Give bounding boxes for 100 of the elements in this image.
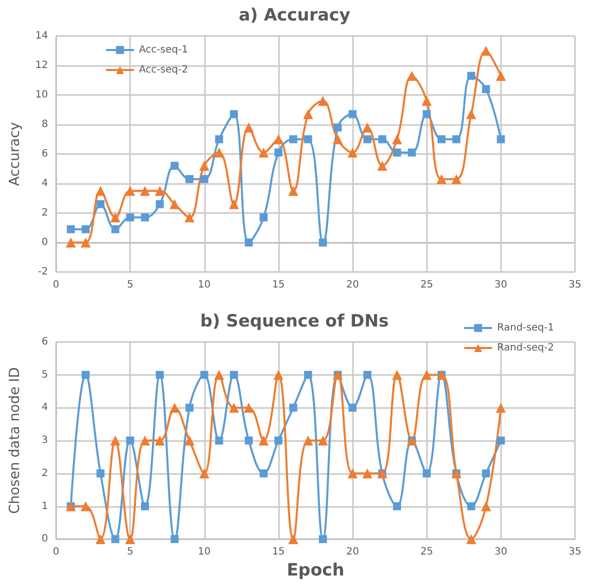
point bbox=[111, 535, 120, 544]
legend-label: Rand-seq-2 bbox=[497, 342, 554, 354]
point bbox=[496, 135, 505, 144]
point bbox=[392, 134, 402, 144]
point bbox=[66, 225, 75, 234]
point bbox=[95, 534, 106, 544]
point bbox=[274, 436, 282, 445]
point bbox=[228, 199, 239, 210]
chart-title: b) Sequence of DNs bbox=[200, 312, 389, 332]
point bbox=[318, 96, 328, 106]
point bbox=[303, 109, 314, 120]
point bbox=[199, 160, 210, 171]
y-tick-label: 4 bbox=[42, 402, 48, 414]
point bbox=[318, 238, 327, 246]
y-tick-label: 2 bbox=[42, 468, 48, 479]
point bbox=[96, 200, 104, 208]
point bbox=[199, 468, 210, 478]
point bbox=[244, 436, 253, 445]
point bbox=[244, 238, 253, 246]
point bbox=[140, 213, 149, 222]
x-tick-label: 25 bbox=[420, 280, 434, 290]
point bbox=[126, 213, 134, 222]
x-tick-label: 15 bbox=[272, 546, 285, 558]
point bbox=[362, 122, 372, 132]
point bbox=[140, 186, 150, 196]
y-tick-label: 0 bbox=[42, 534, 48, 545]
x-tick-label: 20 bbox=[346, 546, 359, 558]
point bbox=[482, 469, 490, 478]
point bbox=[140, 502, 149, 510]
y-tick-label: 1 bbox=[42, 500, 48, 512]
point bbox=[318, 535, 327, 544]
x-tick-label: 15 bbox=[272, 280, 285, 290]
point bbox=[156, 370, 164, 379]
point bbox=[304, 370, 312, 379]
point bbox=[260, 469, 268, 478]
point bbox=[318, 436, 328, 446]
point bbox=[482, 85, 490, 94]
x-tick-label: 10 bbox=[198, 280, 211, 290]
y-tick-label: 2 bbox=[42, 208, 48, 218]
point bbox=[258, 436, 269, 446]
point bbox=[184, 212, 194, 222]
point bbox=[378, 135, 386, 144]
x-axis-title: Epoch bbox=[286, 560, 344, 580]
point bbox=[422, 370, 432, 380]
point bbox=[466, 534, 476, 544]
point bbox=[273, 134, 284, 144]
x-tick-label: 0 bbox=[52, 280, 60, 290]
point bbox=[348, 468, 358, 478]
point bbox=[260, 213, 268, 222]
x-tick-label: 35 bbox=[568, 280, 582, 290]
point bbox=[466, 109, 476, 120]
y-tick-label: 12 bbox=[35, 60, 48, 71]
point bbox=[200, 370, 208, 379]
point bbox=[467, 502, 476, 510]
point bbox=[363, 135, 372, 144]
point bbox=[436, 174, 447, 184]
point bbox=[348, 148, 358, 158]
point bbox=[214, 370, 224, 380]
point bbox=[230, 370, 238, 379]
point bbox=[110, 436, 120, 446]
point bbox=[422, 469, 431, 478]
point bbox=[289, 404, 298, 412]
point bbox=[289, 135, 298, 144]
point bbox=[496, 436, 505, 445]
point bbox=[185, 175, 194, 184]
legend-label: Rand-seq-1 bbox=[497, 322, 554, 334]
point bbox=[170, 535, 179, 544]
point bbox=[451, 174, 462, 184]
point bbox=[467, 72, 476, 80]
point bbox=[422, 96, 432, 106]
y-tick-label: 10 bbox=[35, 90, 48, 100]
y-axis-title: Accuracy bbox=[7, 122, 23, 186]
point bbox=[154, 436, 165, 446]
y-tick-label: 3 bbox=[42, 435, 48, 446]
x-tick-label: 20 bbox=[346, 280, 359, 290]
point bbox=[244, 402, 254, 413]
point bbox=[140, 436, 150, 446]
point bbox=[273, 370, 284, 380]
legend-label: Acc-seq-1 bbox=[139, 44, 188, 56]
point bbox=[184, 436, 194, 446]
point bbox=[392, 370, 402, 380]
point bbox=[363, 370, 372, 379]
x-tick-label: 5 bbox=[126, 546, 134, 558]
point bbox=[228, 402, 239, 413]
point bbox=[111, 225, 120, 234]
point bbox=[80, 238, 91, 248]
point bbox=[215, 436, 224, 445]
y-tick-label: 14 bbox=[35, 30, 48, 42]
point bbox=[408, 148, 416, 157]
point bbox=[154, 186, 165, 196]
x-tick-label: 10 bbox=[198, 546, 211, 558]
point bbox=[230, 110, 238, 118]
point bbox=[244, 122, 254, 132]
point bbox=[66, 238, 76, 248]
point bbox=[377, 160, 388, 171]
point bbox=[80, 501, 91, 512]
point bbox=[200, 175, 208, 184]
point bbox=[170, 199, 180, 210]
point bbox=[452, 135, 460, 144]
point bbox=[258, 148, 269, 158]
